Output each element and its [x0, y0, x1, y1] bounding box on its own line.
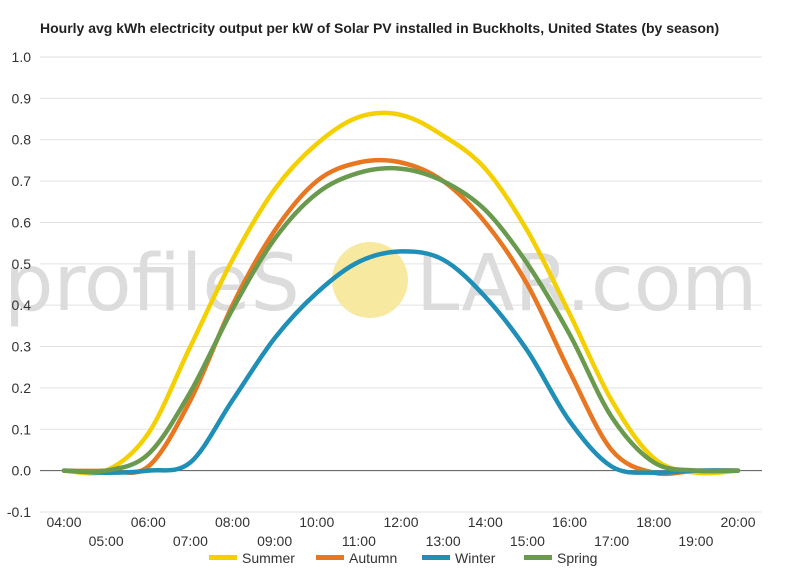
- series-lines: [61, 110, 741, 477]
- x-tick-label: 12:00: [383, 514, 418, 530]
- y-tick-label: 0.5: [12, 256, 32, 272]
- y-tick-label: 0.0: [12, 463, 32, 479]
- watermark-sun-icon: [332, 242, 408, 318]
- y-tick-label: 0.3: [12, 339, 32, 355]
- legend-swatch-summer: [209, 555, 237, 560]
- y-tick-label: 1.0: [12, 49, 32, 65]
- x-tick-label: 08:00: [215, 514, 250, 530]
- legend-label-spring: Spring: [557, 550, 597, 566]
- series-line-autumn: [61, 157, 741, 477]
- x-tick-label: 07:00: [173, 533, 208, 549]
- x-tick-label: 14:00: [468, 514, 503, 530]
- x-tick-label: 16:00: [552, 514, 587, 530]
- y-tick-label: 0.8: [12, 132, 32, 148]
- series-line-summer: [61, 110, 741, 476]
- watermark-right: LAR.com: [416, 239, 757, 329]
- y-tick-label: 0.9: [12, 90, 32, 106]
- series-line-spring: [61, 165, 741, 475]
- y-axis-ticks: 1.0 0.9 0.8 0.7 0.6 0.5 0.4 0.3 0.2 0.1 0.0 -0.1: [7, 49, 31, 520]
- y-tick-label: 0.2: [12, 380, 32, 396]
- x-tick-label: 20:00: [720, 514, 755, 530]
- x-tick-label: 04:00: [46, 514, 81, 530]
- x-tick-label: 10:00: [299, 514, 334, 530]
- legend-label-autumn: Autumn: [349, 550, 397, 566]
- y-tick-label: -0.1: [7, 504, 31, 520]
- legend-label-winter: Winter: [455, 550, 496, 566]
- x-tick-label: 11:00: [342, 533, 376, 549]
- x-tick-label: 13:00: [426, 533, 461, 549]
- x-tick-label: 09:00: [257, 533, 292, 549]
- y-tick-label: 0.4: [12, 297, 32, 313]
- legend-swatch-winter: [422, 555, 450, 560]
- series-line-winter: [61, 249, 741, 476]
- x-tick-label: 19:00: [678, 533, 713, 549]
- x-tick-label: 15:00: [510, 533, 545, 549]
- y-tick-label: 0.1: [12, 421, 32, 437]
- chart-title: Hourly avg kWh electricity output per kW…: [40, 20, 719, 36]
- watermark: profileS LAR.com: [4, 239, 757, 329]
- y-tick-label: 0.7: [12, 173, 32, 189]
- legend: Summer Autumn Winter Spring: [209, 550, 597, 566]
- x-tick-label: 17:00: [594, 533, 629, 549]
- x-tick-label: 18:00: [636, 514, 671, 530]
- watermark-left: profileS: [4, 239, 300, 329]
- legend-swatch-spring: [524, 555, 552, 560]
- x-axis-ticks: 04:00 06:00 08:00 10:00 12:00 14:00 16:00 18:00…: [46, 514, 755, 549]
- legend-swatch-autumn: [316, 555, 344, 560]
- x-tick-label: 05:00: [89, 533, 124, 549]
- y-tick-label: 0.6: [12, 214, 32, 230]
- legend-label-summer: Summer: [242, 550, 295, 566]
- x-tick-label: 06:00: [131, 514, 166, 530]
